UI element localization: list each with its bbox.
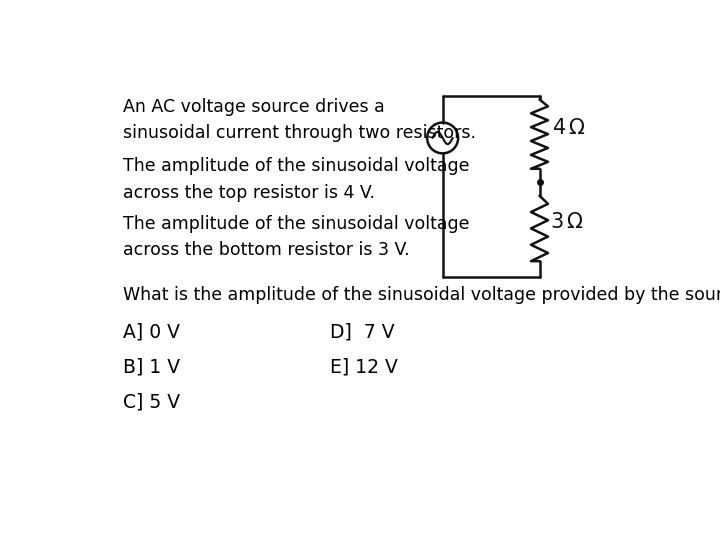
Text: C] 5 V: C] 5 V	[122, 392, 180, 411]
Text: E] 12 V: E] 12 V	[330, 357, 398, 376]
Text: An AC voltage source drives a
sinusoidal current through two resistors.: An AC voltage source drives a sinusoidal…	[122, 98, 475, 143]
Text: The amplitude of the sinusoidal voltage
across the top resistor is 4 V.: The amplitude of the sinusoidal voltage …	[122, 157, 469, 201]
Text: A] 0 V: A] 0 V	[122, 323, 179, 342]
Text: $4\,\Omega$: $4\,\Omega$	[552, 118, 585, 138]
Text: B] 1 V: B] 1 V	[122, 357, 180, 376]
Text: The amplitude of the sinusoidal voltage
across the bottom resistor is 3 V.: The amplitude of the sinusoidal voltage …	[122, 215, 469, 259]
Text: $3\,\Omega$: $3\,\Omega$	[550, 212, 584, 232]
Text: What is the amplitude of the sinusoidal voltage provided by the source?: What is the amplitude of the sinusoidal …	[122, 286, 720, 304]
Text: D]  7 V: D] 7 V	[330, 323, 395, 342]
